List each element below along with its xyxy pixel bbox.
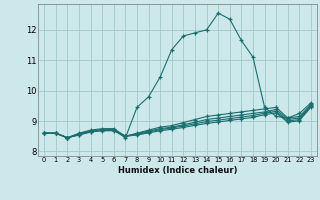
X-axis label: Humidex (Indice chaleur): Humidex (Indice chaleur) bbox=[118, 166, 237, 175]
